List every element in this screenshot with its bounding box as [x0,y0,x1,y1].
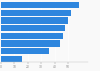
Bar [1,33,63,39]
Bar [1,17,68,24]
Bar [1,10,71,16]
Bar [1,48,49,54]
Bar [1,25,65,31]
Bar [1,40,60,47]
Bar [1,2,79,8]
Bar [1,56,22,62]
